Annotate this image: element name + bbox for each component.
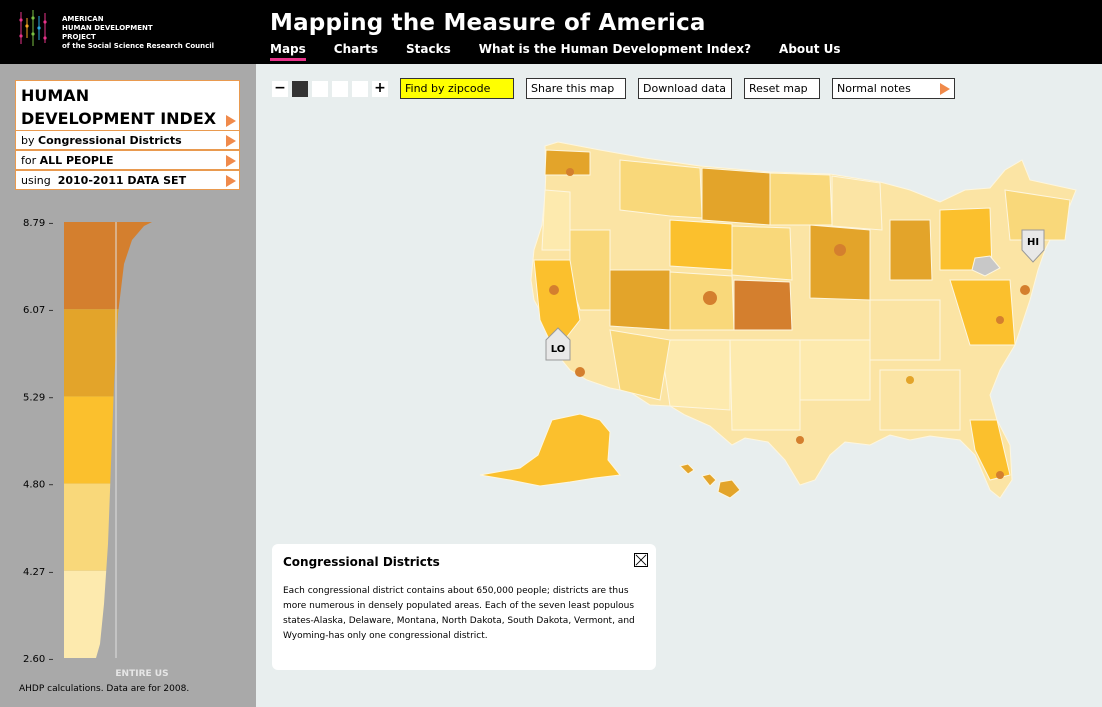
y-tick-label: 4.80 –: [23, 480, 53, 491]
geography-label: by Congressional Districts: [21, 134, 182, 147]
notes-mode-dropdown[interactable]: Normal notes: [832, 78, 955, 99]
ahdp-logo-icon[interactable]: [18, 8, 48, 48]
play-arrow-icon: [940, 83, 950, 95]
index-title: HUMAN DEVELOPMENT INDEX: [21, 86, 217, 128]
zoom-in-button[interactable]: +: [372, 81, 388, 97]
logo-text[interactable]: AMERICAN HUMAN DEVELOPMENT PROJECT of th…: [62, 15, 214, 51]
main-nav: Maps Charts Stacks What is the Human Dev…: [270, 42, 869, 61]
play-arrow-icon: [226, 175, 236, 187]
x-axis-label: ENTIRE US: [115, 669, 168, 679]
hi-marker[interactable]: HI: [1021, 229, 1045, 263]
us-choropleth-map[interactable]: HI LO: [470, 130, 1090, 500]
nav-stacks[interactable]: Stacks: [406, 42, 451, 56]
info-body: Each congressional district contains abo…: [283, 586, 635, 641]
reset-map-button[interactable]: Reset map: [744, 78, 820, 99]
share-map-button[interactable]: Share this map: [526, 78, 626, 99]
lake-area: [971, 255, 1001, 277]
y-tick-label: 5.29 –: [23, 392, 53, 403]
notes-mode-label: Normal notes: [837, 82, 911, 95]
y-tick-label: 4.27 –: [23, 567, 53, 578]
using-value: 2010-2011 DATA SET: [57, 174, 187, 187]
info-title: Congressional Districts: [283, 555, 440, 569]
logo-line: AMERICAN: [62, 15, 104, 23]
logo-line: HUMAN DEVELOPMENT: [62, 24, 153, 32]
y-tick-label: 8.79 –: [23, 218, 53, 229]
data-note: AHDP calculations. Data are for 2008.: [19, 684, 190, 694]
nav-charts[interactable]: Charts: [333, 42, 379, 56]
alaska: [479, 413, 621, 487]
dataset-label: using 2010-2011 DATA SET: [21, 174, 186, 187]
lo-marker[interactable]: LO: [545, 327, 571, 361]
population-selector[interactable]: for ALL PEOPLE: [15, 150, 240, 170]
using-prefix: using: [21, 174, 51, 187]
lo-marker-label: LO: [551, 344, 566, 355]
nav-maps[interactable]: Maps: [270, 42, 306, 61]
site-title: Mapping the Measure of America: [270, 10, 706, 36]
find-by-zipcode-button[interactable]: Find by zipcode: [400, 78, 514, 99]
population-label: for ALL PEOPLE: [21, 154, 114, 167]
zoom-step[interactable]: [352, 81, 368, 97]
close-icon[interactable]: [634, 553, 648, 567]
nav-about-us[interactable]: About Us: [779, 42, 841, 56]
geography-selector[interactable]: by Congressional Districts: [15, 130, 240, 150]
sidebar: HUMAN DEVELOPMENT INDEX by Congressional…: [0, 64, 256, 707]
hi-marker-label: HI: [1027, 237, 1039, 248]
hawaii: [679, 463, 741, 499]
play-arrow-icon: [226, 135, 236, 147]
y-axis-ticks: 8.79 – 6.07 – 5.29 – 4.80 – 4.27 – 2.60 –: [23, 218, 53, 665]
zoom-step[interactable]: [312, 81, 328, 97]
y-tick-label: 2.60 –: [23, 654, 53, 665]
header: AMERICAN HUMAN DEVELOPMENT PROJECT of th…: [0, 0, 1102, 64]
districts: [533, 149, 1071, 481]
y-tick-label: 6.07 –: [23, 305, 53, 316]
for-prefix: for: [21, 154, 37, 167]
index-selector[interactable]: HUMAN DEVELOPMENT INDEX: [15, 80, 240, 132]
for-value: ALL PEOPLE: [39, 154, 114, 167]
zoom-step[interactable]: [292, 81, 308, 97]
zoom-out-button[interactable]: −: [272, 81, 288, 97]
distribution-curve: [96, 222, 156, 658]
by-prefix: by: [21, 134, 35, 147]
by-value: Congressional Districts: [38, 134, 182, 147]
dataset-selector[interactable]: using 2010-2011 DATA SET: [15, 170, 240, 190]
zoom-step[interactable]: [332, 81, 348, 97]
info-panel: Congressional Districts Each congression…: [272, 544, 656, 670]
download-data-button[interactable]: Download data: [638, 78, 732, 99]
logo-line: PROJECT: [62, 33, 96, 41]
play-arrow-icon: [226, 155, 236, 167]
nav-what-is-hdi[interactable]: What is the Human Development Index?: [478, 42, 752, 56]
hdi-distribution-chart[interactable]: 8.79 – 6.07 – 5.29 – 4.80 – 4.27 – 2.60 – ENT…: [0, 204, 256, 679]
play-arrow-icon: [226, 115, 236, 127]
logo-line: of the Social Science Research Council: [62, 42, 215, 50]
